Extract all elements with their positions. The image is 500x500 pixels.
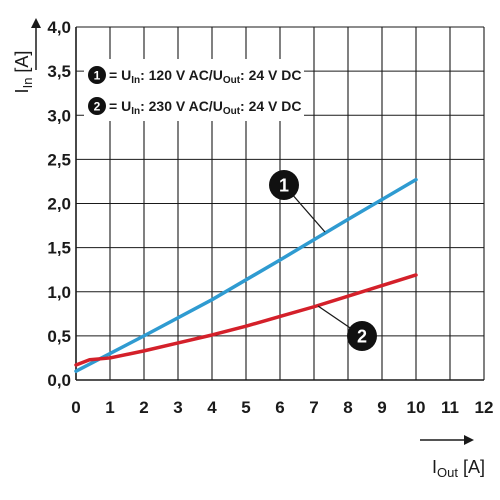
series-line-2 [74,273,418,367]
marker-number: 2 [357,327,367,347]
y-tick-label: 0,0 [47,371,71,390]
x-tick-label: 1 [105,398,114,417]
x-tick-labels: 0 1 2 3 4 5 6 7 8 9 10 11 12 [71,398,493,417]
x-tick-label: 3 [173,398,182,417]
y-tick-label: 4,0 [47,18,71,37]
marker-circle [347,321,377,351]
series-markers: 12 [269,170,377,351]
x-tick-label: 4 [207,398,217,417]
x-tick-label: 10 [407,398,426,417]
legend-entry-2: 2 = UIn: 230 V AC/UOut: 24 V DC [88,97,302,117]
legend-marker-number: 1 [94,69,101,83]
y-tick-label: 1,5 [47,239,71,258]
x-axis-label: IOut [A] [432,457,485,480]
x-tick-label: 9 [377,398,386,417]
legend-entry-1: 1 = UIn: 120 V AC/UOut: 24 V DC [88,66,302,86]
series-layer [74,177,418,373]
marker-circle [269,170,299,200]
x-tick-label: 12 [475,398,494,417]
x-tick-label: 7 [309,398,318,417]
series-marker-1: 1 [269,170,326,233]
x-tick-label: 6 [275,398,284,417]
x-tick-label: 8 [343,398,352,417]
y-tick-label: 2,5 [47,150,71,169]
y-axis-label: IIn [A] [12,51,35,94]
x-axis-arrow [420,435,474,445]
legend-marker [88,66,106,84]
series-marker-2: 2 [317,305,377,351]
series-line-1 [74,177,418,373]
y-axis-arrow [31,18,41,70]
svg-text:IIn [A]: IIn [A] [12,51,35,94]
legend: 1 = UIn: 120 V AC/UOut: 24 V DC 2 = UIn: 23… [84,59,304,121]
x-tick-label: 5 [241,398,250,417]
marker-number: 1 [279,176,289,196]
legend-label: = UIn: 120 V AC/UOut: 24 V DC [109,67,302,86]
x-tick-label: 11 [441,398,459,417]
legend-marker [88,97,106,115]
y-tick-label: 3,5 [47,62,71,81]
y-tick-label: 1,0 [47,283,71,302]
x-tick-label: 0 [71,398,80,417]
legend-label: = UIn: 230 V AC/UOut: 24 V DC [109,98,302,117]
y-tick-label: 2,0 [47,195,71,214]
y-tick-labels: 0,0 0,5 1,0 1,5 2,0 2,5 3,0 3,5 4,0 [47,18,71,390]
y-tick-label: 3,0 [47,106,71,125]
legend-marker-number: 2 [94,100,101,114]
x-tick-label: 2 [139,398,148,417]
y-tick-label: 0,5 [47,327,71,346]
